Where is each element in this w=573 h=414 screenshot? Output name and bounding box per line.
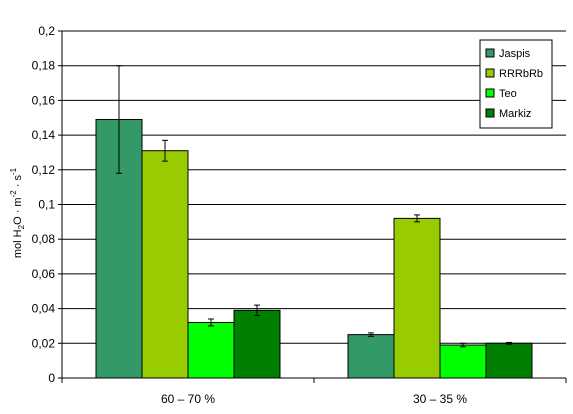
legend-swatch xyxy=(485,68,495,78)
legend-label: Teo xyxy=(499,88,517,100)
bar xyxy=(347,334,395,379)
bar xyxy=(485,342,533,379)
y-tick-label: 0,14 xyxy=(32,128,56,142)
legend: Jaspis RRRbRb Teo Markiz xyxy=(479,39,553,129)
legend-swatch xyxy=(485,88,495,98)
bars xyxy=(95,118,533,379)
y-tick-label: 0,18 xyxy=(32,59,56,73)
error-bars xyxy=(116,65,512,348)
legend-swatch xyxy=(485,108,495,118)
y-tick-label: 0,12 xyxy=(32,163,56,177)
y-tick-label: 0,08 xyxy=(32,232,56,246)
y-axis-ticks: 0 0,02 0,04 0,06 0,08 0,1 0,12 0,14 0,16 0,18 0,2 xyxy=(32,24,62,385)
y-tick-label: 0,1 xyxy=(38,198,55,212)
y-tick-label: 0,02 xyxy=(32,336,56,350)
bar xyxy=(233,309,281,379)
legend-label: Jaspis xyxy=(499,48,531,60)
legend-label: Markiz xyxy=(499,108,531,120)
x-axis-categories: 60 – 70 % 30 – 35 % xyxy=(161,392,467,406)
y-tick-label: 0,16 xyxy=(32,93,56,107)
y-tick-label: 0,2 xyxy=(38,24,55,38)
bar xyxy=(439,344,487,379)
y-tick-label: 0,06 xyxy=(32,267,56,281)
bar xyxy=(393,217,441,379)
legend-swatch xyxy=(485,48,495,58)
y-tick-label: 0 xyxy=(48,371,55,385)
bar xyxy=(141,150,189,379)
x-category-label: 30 – 35 % xyxy=(413,392,467,406)
y-axis-label: mol H2O · m-2 · s-1 xyxy=(9,167,26,258)
x-category-label: 60 – 70 % xyxy=(161,392,215,406)
y-tick-label: 0,04 xyxy=(32,302,56,316)
bar xyxy=(187,321,235,379)
legend-label: RRRbRb xyxy=(499,68,543,80)
